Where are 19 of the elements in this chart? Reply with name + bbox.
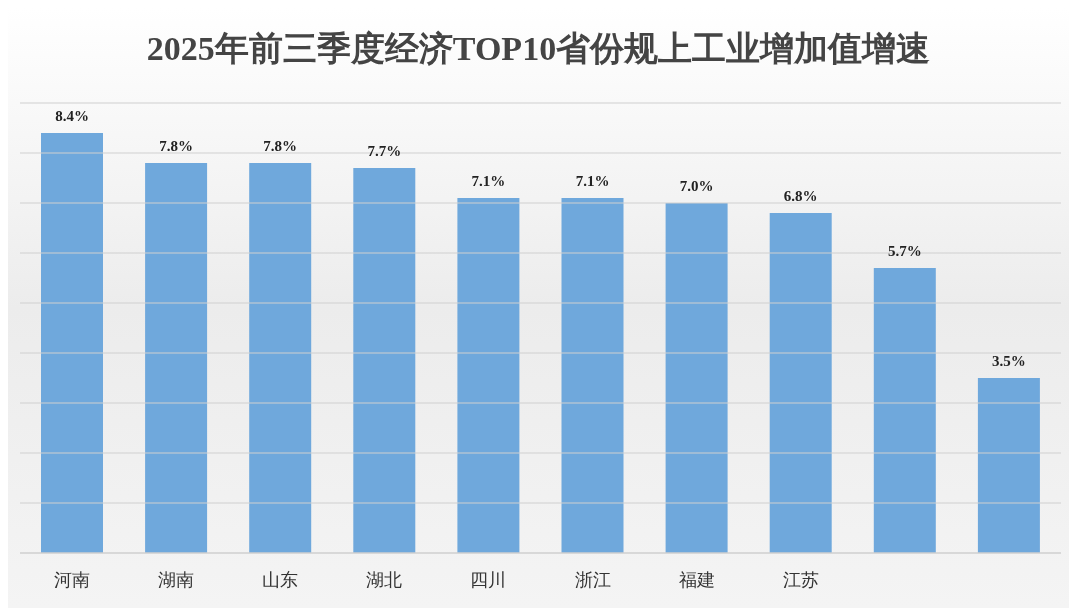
x-tick-label: 浙江 (574, 569, 611, 590)
x-tick-label: 河南 (54, 569, 91, 590)
data-label: 7.1% (471, 173, 506, 189)
x-tick-label: 山东 (262, 569, 299, 590)
x-tick-label: 福建 (678, 569, 715, 590)
data-label: 6.8% (783, 188, 818, 204)
data-label: 7.0% (679, 178, 714, 194)
data-label: 7.8% (263, 138, 298, 154)
chart-title: 2025年前三季度经济TOP10省份规上工业增加值增速 (145, 29, 932, 69)
data-label: 5.7% (887, 243, 922, 259)
x-tick-label: 湖北 (366, 569, 403, 590)
x-tick-label: 江苏 (782, 569, 819, 590)
data-label: 7.8% (159, 138, 193, 154)
data-label: 7.1% (575, 173, 610, 189)
x-tick-label: 四川 (470, 569, 507, 590)
data-label: 8.4% (55, 108, 89, 124)
x-tick-label: 湖南 (158, 569, 195, 590)
data-label: 3.5% (992, 353, 1026, 369)
data-label: 7.7% (367, 143, 402, 159)
